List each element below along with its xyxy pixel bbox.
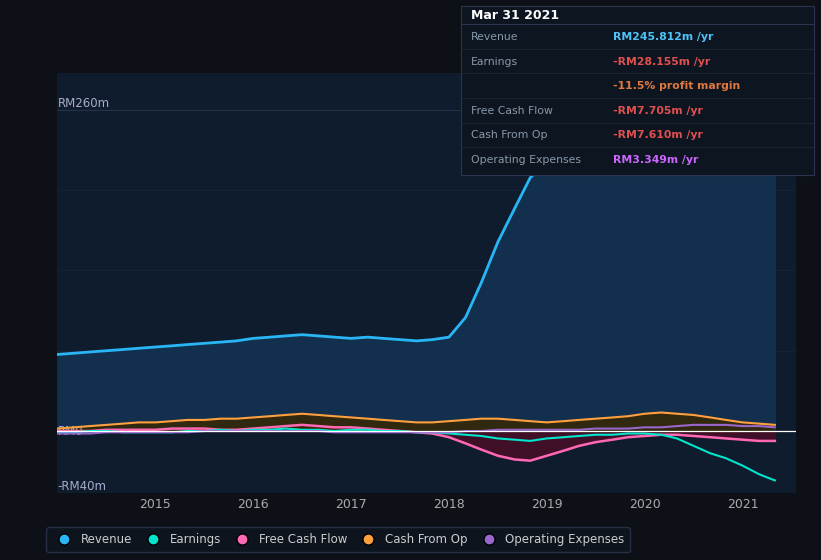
Text: RM3.349m /yr: RM3.349m /yr	[613, 155, 699, 165]
Text: Operating Expenses: Operating Expenses	[471, 155, 581, 165]
Text: -RM28.155m /yr: -RM28.155m /yr	[613, 57, 710, 67]
Text: -RM40m: -RM40m	[57, 480, 107, 493]
Text: -RM7.610m /yr: -RM7.610m /yr	[613, 130, 703, 141]
Text: RM245.812m /yr: RM245.812m /yr	[613, 32, 713, 42]
Legend: Revenue, Earnings, Free Cash Flow, Cash From Op, Operating Expenses: Revenue, Earnings, Free Cash Flow, Cash …	[46, 527, 631, 552]
Text: Earnings: Earnings	[471, 57, 518, 67]
Text: -11.5% profit margin: -11.5% profit margin	[613, 81, 741, 91]
Text: Mar 31 2021: Mar 31 2021	[471, 9, 559, 22]
Text: RM260m: RM260m	[57, 97, 109, 110]
Text: Free Cash Flow: Free Cash Flow	[471, 106, 553, 116]
Text: -RM7.705m /yr: -RM7.705m /yr	[613, 106, 703, 116]
Text: RM0: RM0	[57, 424, 83, 437]
Text: Revenue: Revenue	[471, 32, 519, 42]
Text: Cash From Op: Cash From Op	[471, 130, 548, 141]
